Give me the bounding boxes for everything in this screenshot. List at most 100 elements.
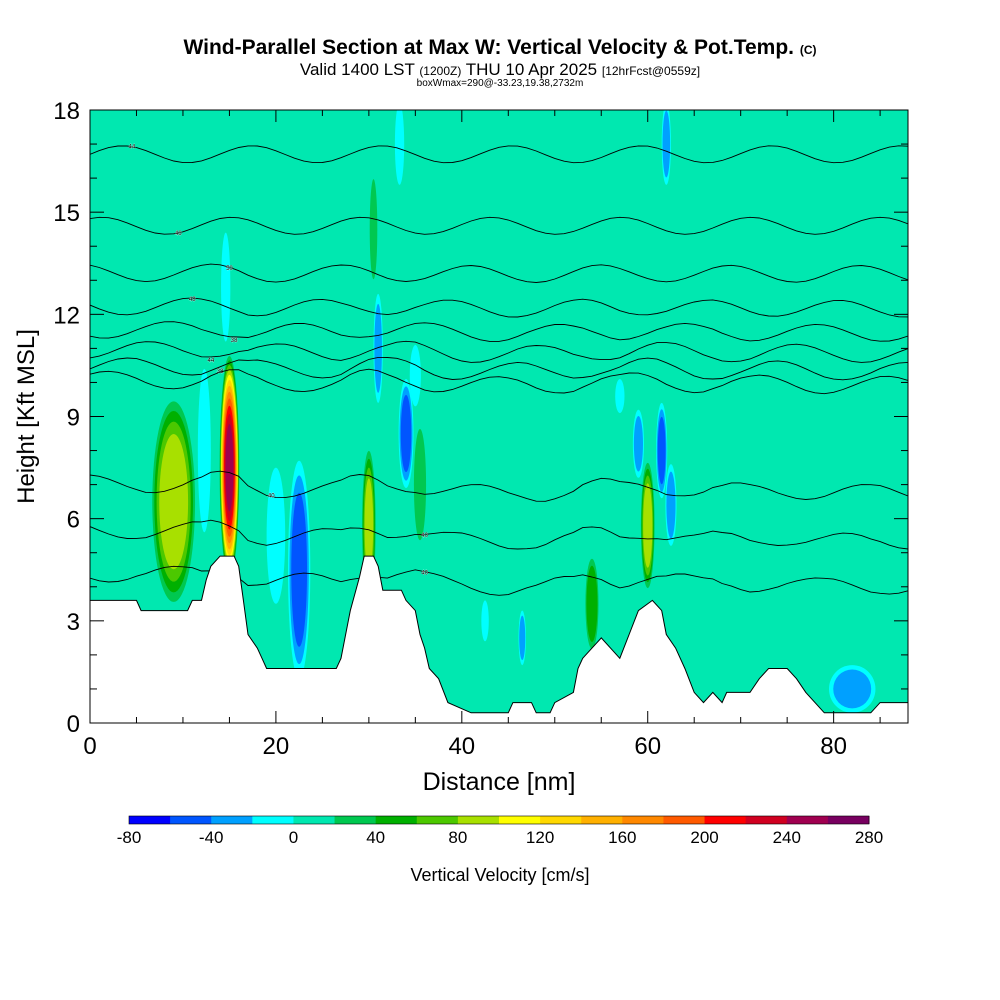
colorbar-swatch (375, 816, 418, 824)
isentrope-label: 46 (175, 231, 182, 237)
colorbar-swatch (211, 816, 253, 824)
chart-title-main: Wind-Parallel Section at Max W: Vertical… (183, 36, 794, 59)
colorbar-swatch (622, 816, 664, 824)
x-tick-label: 60 (634, 733, 661, 760)
isentrope-label: 40 (421, 571, 428, 577)
w-contour-17 (662, 110, 671, 178)
colorbar-tick-label: 200 (690, 828, 718, 847)
w-contour-20 (481, 600, 489, 642)
w-contour-4 (291, 492, 308, 647)
colorbar-swatch (745, 816, 788, 824)
y-tick-label: 3 (67, 609, 80, 636)
isentrope-label: 40 (421, 533, 428, 539)
w-contour-23 (110, 419, 144, 584)
isentrope-line (90, 368, 908, 395)
forecast-info: [12hrFcst@0559z] (601, 64, 701, 78)
w-contour-0 (159, 434, 189, 570)
colorbar-swatch (293, 816, 336, 824)
valid-utc: (1200Z) (419, 64, 462, 78)
isentrope-label: 38 (231, 338, 238, 344)
w-contour-2 (197, 368, 211, 533)
colorbar-swatch (416, 816, 459, 824)
y-axis-label: Height [Kft MSL] (13, 329, 40, 504)
colorbar-swatch (704, 816, 747, 824)
w-contour-22 (833, 669, 872, 709)
w-contour-3 (221, 232, 231, 342)
w-contour-16 (666, 471, 676, 539)
colorbar-swatch (827, 816, 870, 824)
colorbar-tick-label: 280 (855, 828, 883, 847)
colorbar-label: Vertical Velocity [cm/s] (410, 865, 589, 885)
colorbar-tick-label: 0 (289, 828, 298, 847)
w-contour-19 (519, 615, 526, 661)
colorbar-swatch (540, 816, 582, 824)
w-contour-10 (394, 110, 405, 185)
isentrope-label: 44 (207, 358, 214, 364)
colorbar-swatch (334, 816, 377, 824)
w-contour-26 (552, 178, 576, 383)
w-contour-12 (413, 428, 427, 541)
colorbar-tick-label: 240 (773, 828, 801, 847)
isentrope-line (90, 297, 908, 318)
w-contour-27 (773, 144, 802, 349)
w-contour-18 (633, 415, 643, 472)
y-tick-label: 0 (67, 711, 80, 738)
w-contour-21 (615, 379, 625, 414)
isentrope-line (90, 340, 908, 363)
chart-subtitle: Valid 1400 LST (1200Z) THU 10 Apr 2025 [… (0, 60, 1000, 80)
x-tick-label: 80 (820, 733, 847, 760)
y-tick-label: 12 (53, 302, 80, 329)
isentrope-line (90, 321, 908, 342)
w-contour-6 (364, 478, 374, 573)
w-contour-1 (225, 423, 234, 512)
isentrope-label: 44 (128, 145, 135, 151)
isentrope-label: 40 (268, 493, 275, 499)
x-axis-label: Distance [nm] (423, 768, 576, 796)
w-contour-25 (248, 127, 267, 298)
colorbar-frame (128, 815, 870, 825)
w-contour-29 (494, 110, 523, 213)
colorbar-swatch (663, 816, 706, 824)
isentrope-line (90, 470, 908, 502)
colorbar-tick-label: 80 (448, 828, 467, 847)
colorbar-tick-label: 40 (366, 828, 385, 847)
w-contour-5 (266, 467, 286, 604)
w-contour-9 (400, 394, 412, 473)
y-tick-label: 18 (53, 98, 80, 125)
isentrope-line (90, 216, 908, 235)
x-tick-label: 20 (263, 733, 290, 760)
y-tick-label: 15 (53, 200, 80, 227)
w-contour-14 (643, 483, 653, 568)
chart-title: Wind-Parallel Section at Max W: Vertical… (0, 36, 1000, 60)
w-contour-13 (586, 565, 598, 642)
valid-time: Valid 1400 LST (299, 60, 415, 79)
w-contour-11 (409, 344, 421, 407)
valid-date: THU 10 Apr 2025 (465, 60, 598, 79)
w-contour-7 (369, 179, 378, 280)
colorbar-swatch (581, 816, 623, 824)
terrain (90, 555, 908, 723)
x-tick-label: 0 (83, 733, 96, 760)
isentrope-label: 48 (189, 297, 196, 303)
isentrope-line (90, 356, 908, 381)
colorbar-swatch (499, 816, 541, 824)
colorbar-tick-label: -80 (117, 828, 142, 847)
y-tick-label: 6 (67, 507, 80, 534)
isentrope-label: 50 (226, 266, 233, 272)
colorbar-tick-label: -40 (199, 828, 224, 847)
colorbar-tick-label: 120 (526, 828, 554, 847)
colorbar-tick-label: 160 (608, 828, 636, 847)
copyright-mark: (C) (799, 43, 817, 57)
colorbar-swatch (457, 816, 500, 824)
colorbar-swatch (252, 816, 294, 824)
isentrope-line (90, 145, 908, 164)
colorbar-swatch (170, 816, 212, 824)
box-info: boxWmax=290@-33.23,19.38,2732m (416, 78, 584, 89)
w-contour-15 (657, 416, 666, 485)
colorbar-swatch (786, 816, 829, 824)
x-tick-label: 40 (448, 733, 475, 760)
colorbar-swatch (129, 816, 171, 824)
isentrope-line (90, 519, 908, 550)
